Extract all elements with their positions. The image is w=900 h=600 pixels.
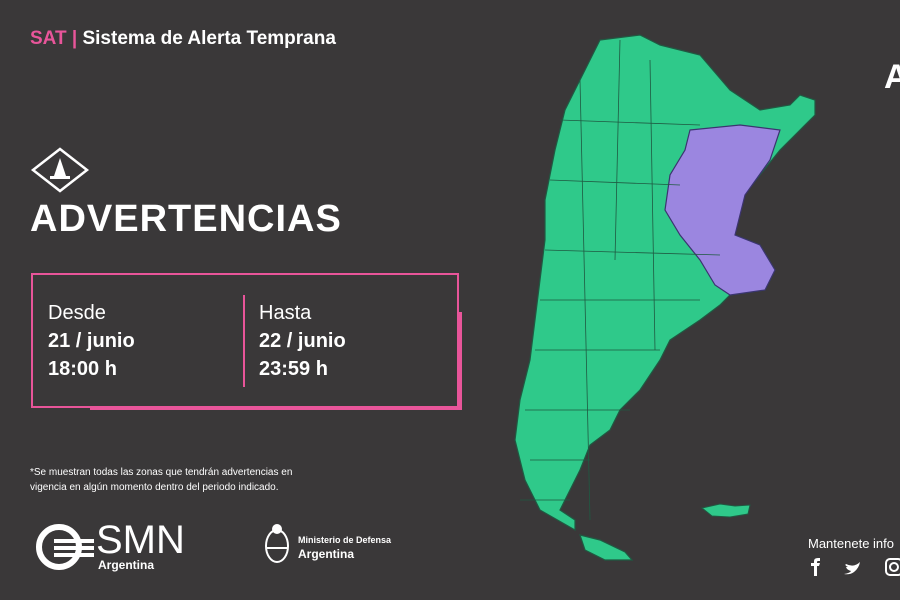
from-date: 21 / junio bbox=[48, 330, 135, 352]
smn-wave bbox=[54, 553, 94, 557]
instagram-icon[interactable] bbox=[885, 558, 900, 576]
ministry-name: Ministerio de Defensa bbox=[298, 535, 392, 545]
icon-cone bbox=[54, 158, 66, 176]
from-label: Desde bbox=[48, 302, 106, 324]
province-border bbox=[520, 119, 721, 501]
smn-name: SMN bbox=[96, 518, 185, 562]
header: SAT | Sistema de Alerta Temprana bbox=[30, 28, 336, 50]
to-label: Hasta bbox=[259, 302, 312, 324]
date-box: Desde 21 / junio 18:00 h Hasta 22 / juni… bbox=[31, 273, 459, 408]
footnote: *Se muestran todas las zonas que tendrán… bbox=[30, 465, 292, 495]
warning-icon bbox=[30, 147, 90, 193]
smn-wave bbox=[54, 546, 94, 550]
divider bbox=[243, 295, 245, 387]
to-date: 22 / junio bbox=[259, 330, 346, 352]
map bbox=[514, 34, 816, 561]
header-separator: | bbox=[71, 28, 78, 49]
twitter-icon[interactable] bbox=[844, 562, 860, 575]
smn-sub: Argentina bbox=[98, 558, 155, 572]
islands bbox=[700, 503, 751, 518]
header-tag: SAT bbox=[30, 28, 67, 49]
footnote-line: *Se muestran todas las zonas que tendrán… bbox=[30, 467, 293, 478]
to-time: 23:59 h bbox=[259, 358, 328, 380]
social-text: Mantenete info bbox=[808, 536, 895, 551]
shield-band bbox=[267, 547, 287, 549]
from-time: 18:00 h bbox=[48, 358, 117, 380]
smn-wave bbox=[54, 539, 94, 543]
alert-title: ADVERTENCIAS bbox=[30, 198, 342, 240]
icon-cone-base bbox=[50, 176, 70, 179]
shield-sun bbox=[272, 524, 282, 534]
social-icons[interactable] bbox=[806, 556, 900, 580]
tierra-del-fuego bbox=[579, 534, 634, 561]
shield-outline bbox=[265, 529, 289, 563]
facebook-icon[interactable] bbox=[811, 558, 820, 576]
to: Hasta 22 / junio 23:59 h bbox=[259, 299, 346, 383]
icon-diamond bbox=[30, 147, 90, 193]
smn-icon bbox=[36, 524, 94, 570]
alert-zone bbox=[664, 124, 781, 296]
corner-letter: A bbox=[884, 58, 900, 96]
header-title: Sistema de Alerta Temprana bbox=[82, 28, 336, 49]
ministry-shield bbox=[265, 524, 289, 563]
from: Desde 21 / junio 18:00 h bbox=[48, 299, 135, 383]
map-borders bbox=[520, 39, 721, 521]
map-land bbox=[514, 34, 816, 532]
instagram-lens bbox=[889, 562, 899, 572]
footnote-line: vigencia en algún momento dentro del per… bbox=[30, 482, 279, 493]
ministry-sub: Argentina bbox=[298, 547, 355, 561]
province-border bbox=[579, 39, 656, 521]
